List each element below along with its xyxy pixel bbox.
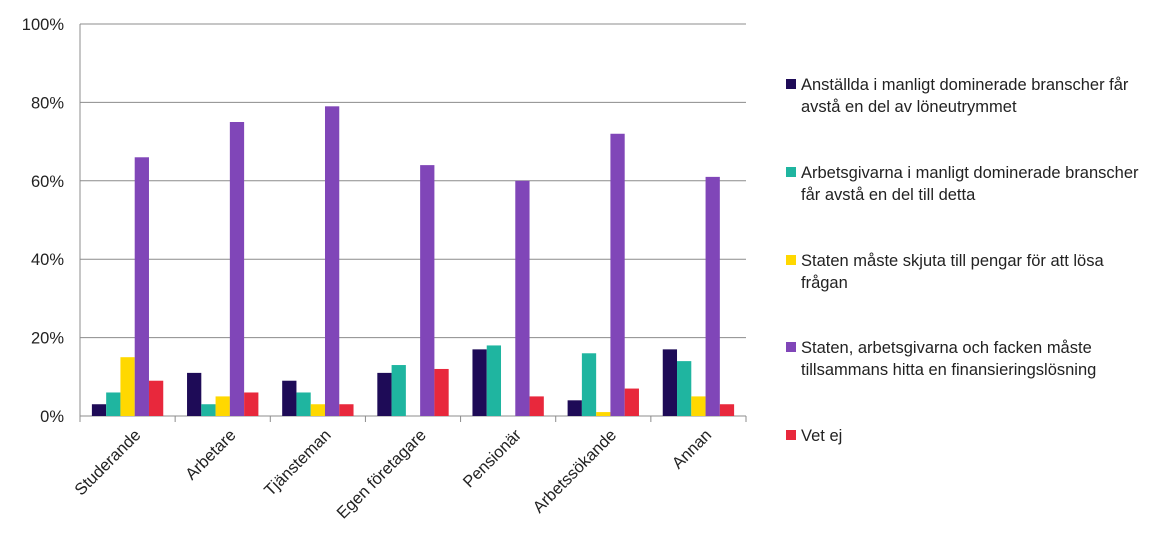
bar [229,122,245,416]
bar [529,396,544,416]
x-tick-label: Pensionär [460,426,526,492]
bar [215,396,230,416]
y-tick-label: 80% [31,94,64,112]
bar [434,368,449,416]
legend-item: Staten måste skjuta till pengar för att … [786,250,1146,294]
bar [134,157,149,416]
legend-label: Vet ej [801,427,843,445]
legend-swatch [786,255,796,265]
bar [691,396,706,416]
bar [515,180,530,416]
legend-item: Vet ej [786,425,1146,447]
legend-swatch [786,167,796,177]
bar [201,404,216,416]
bar [148,380,164,416]
chart-legend: Anställda i manligt dominerade branscher… [786,0,1153,548]
bar [705,176,720,416]
legend-label: Staten måste skjuta till pengar för att … [801,252,1104,292]
legend-label: Staten, arbetsgivarna och facken måste t… [801,339,1097,379]
bar [282,380,297,416]
x-tick-label: Tjänsteman [261,426,335,500]
bar [567,400,582,416]
bar [324,106,340,416]
legend-label: Arbetsgivarna i manligt dominerade brans… [801,164,1139,204]
legend-swatch [786,342,796,352]
legend-label: Anställda i manligt dominerade branscher… [801,76,1129,116]
bar [91,404,107,416]
legend-swatch [786,430,796,440]
bar [472,349,487,416]
bar [187,372,202,416]
y-tick-label: 0% [40,408,64,426]
bar [420,165,435,416]
legend-item: Anställda i manligt dominerade branscher… [786,74,1146,118]
bar [719,404,735,416]
bar [677,361,692,416]
x-tick-label: Arbetare [182,426,239,483]
legend-item: Arbetsgivarna i manligt dominerade brans… [786,162,1146,206]
y-tick-label: 60% [31,173,64,191]
bar [244,392,259,416]
bar [339,404,354,416]
bar [662,349,678,416]
bar [486,345,502,416]
x-tick-label: Annan [669,426,715,472]
x-tick-label: Egen företagare [333,426,429,522]
y-tick-label: 40% [31,251,64,269]
bar [624,388,639,416]
bar [391,365,406,416]
bar [310,404,325,416]
legend-swatch [786,79,796,89]
y-tick-label: 100% [22,16,65,34]
x-tick-label: Arbetssökande [530,426,621,517]
bar [581,353,597,416]
x-tick-label: Studerande [71,426,144,499]
bar [106,392,121,416]
legend-item: Staten, arbetsgivarna och facken måste t… [786,337,1146,381]
bar [296,392,311,416]
y-tick-label: 20% [31,330,64,348]
bar [596,412,611,416]
bar [120,357,135,416]
bar [377,372,392,416]
bar [610,133,625,416]
